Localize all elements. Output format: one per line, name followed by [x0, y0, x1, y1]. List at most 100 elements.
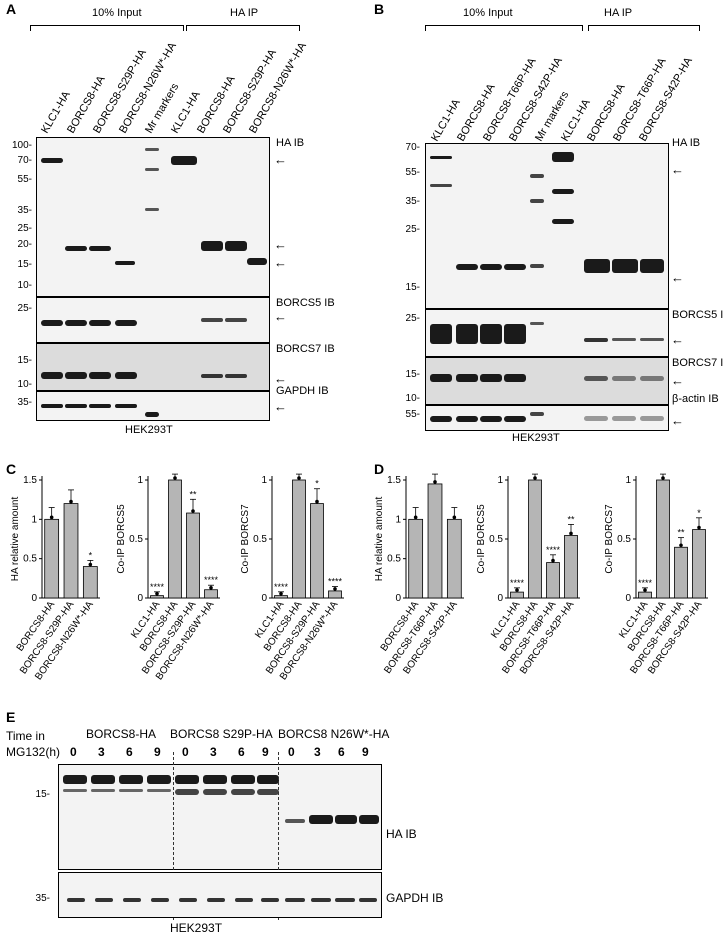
- panel-a-gapdh-ib-label: GAPDH IB: [276, 385, 329, 397]
- bar: [528, 479, 542, 599]
- panel-b-ip-label: HA IP: [604, 7, 633, 19]
- mw-marker: 100-: [11, 140, 32, 151]
- significance-label: ****: [546, 545, 561, 555]
- time-point-label: 6: [338, 745, 345, 759]
- data-point: [69, 499, 73, 504]
- data-point: [155, 591, 159, 596]
- mw-marker: 35-: [405, 196, 420, 207]
- y-tick-label: 0.5: [617, 534, 631, 545]
- data-point: [697, 525, 701, 530]
- panel-e-ha-ib-label: HA IB: [386, 827, 417, 841]
- y-tick-label: 0.5: [387, 554, 401, 565]
- data-point: [88, 562, 93, 567]
- bar: [186, 512, 200, 599]
- data-point: [315, 499, 319, 504]
- y-tick-label: 1: [137, 475, 143, 486]
- time-point-label: 6: [238, 745, 245, 759]
- panel-b-cell-line: HEK293T: [512, 432, 560, 444]
- bar: [638, 591, 652, 599]
- y-axis-label: HA relative amount: [374, 497, 385, 582]
- significance-label: ****: [328, 577, 343, 587]
- arrow-icon: ←: [274, 152, 287, 167]
- panel-b-input-bracket: [425, 25, 583, 31]
- bar: [656, 479, 670, 599]
- bar: [274, 595, 288, 599]
- panel-cd-bar-charts: 00.511.5HA relative amountBORCS8-HABORCS…: [10, 473, 708, 682]
- panel-e-group-s29p: BORCS8 S29P-HA: [170, 727, 273, 741]
- mw-marker: 10-: [17, 379, 32, 390]
- mw-marker: 10-: [17, 280, 32, 291]
- bar: [150, 595, 164, 599]
- y-axis-label: Co-IP BORCS5: [116, 504, 127, 574]
- bar: [82, 566, 98, 599]
- panel-e-mg132-label: MG132(h): [6, 745, 61, 759]
- mw-marker: 20-: [17, 239, 32, 250]
- bar: [310, 503, 324, 599]
- data-point: [413, 515, 418, 520]
- panel-b-input-label: 10% Input: [463, 7, 513, 19]
- panel-b-borcs5-ib-label: BORCS5 IB: [672, 309, 724, 321]
- arrow-icon: ←: [274, 255, 287, 270]
- arrow-icon: ←: [671, 413, 684, 428]
- panel-e-time-label: Time in: [6, 729, 45, 743]
- significance-label: **: [567, 514, 575, 524]
- data-point: [569, 531, 573, 536]
- arrow-icon: ←: [671, 162, 684, 177]
- significance-label: ****: [510, 578, 525, 588]
- arrow-icon: ←: [274, 399, 287, 414]
- data-point: [333, 587, 337, 591]
- y-tick-label: 0: [625, 593, 631, 604]
- arrow-icon: ←: [671, 270, 684, 285]
- y-tick-label: 0: [261, 593, 267, 604]
- mw-marker: 70-: [17, 155, 32, 166]
- data-point: [452, 515, 457, 520]
- significance-label: *: [697, 508, 701, 518]
- mw-marker: 25-: [17, 303, 32, 314]
- y-tick-label: 1.5: [23, 475, 37, 486]
- y-axis-label: Co-IP BORCS7: [604, 504, 615, 574]
- arrow-icon: ←: [274, 371, 287, 386]
- data-point: [679, 543, 683, 548]
- bar: [408, 518, 424, 599]
- significance-label: *: [315, 479, 319, 489]
- bar: [292, 479, 306, 599]
- panel-b-borcs7-ib-label: BORCS7 IB: [672, 357, 724, 369]
- significance-label: **: [677, 528, 685, 538]
- data-point: [661, 476, 665, 480]
- panel-b-ha-ib-label: HA IB: [672, 137, 701, 149]
- y-tick-label: 0.5: [253, 534, 267, 545]
- data-point: [433, 480, 437, 484]
- panel-letter-c: C: [6, 461, 17, 477]
- panel-a-ha-ib-label: HA IB: [276, 137, 305, 149]
- panel-letter-d: D: [374, 461, 385, 477]
- y-tick-label: 0.5: [23, 554, 37, 565]
- significance-label: ****: [638, 578, 653, 588]
- y-tick-label: 1: [261, 475, 267, 486]
- bar: [674, 546, 688, 599]
- mw-marker: 15-: [405, 369, 420, 380]
- bar: [427, 483, 443, 599]
- data-point: [279, 591, 283, 596]
- panel-e-gapdh-blot: [58, 872, 382, 918]
- significance-label: ****: [274, 582, 289, 592]
- time-point-label: 3: [210, 745, 217, 759]
- y-axis-label: HA relative amount: [10, 497, 21, 582]
- panel-b-ip-bracket: [588, 25, 700, 31]
- bar: [204, 589, 218, 599]
- panel-e-group-wt: BORCS8-HA: [86, 727, 157, 741]
- time-point-label: 9: [154, 745, 161, 759]
- panel-e-cell-line: HEK293T: [170, 921, 223, 935]
- bar: [328, 590, 342, 599]
- data-point: [209, 585, 213, 590]
- panel-a-borcs7-blot: [36, 343, 270, 391]
- arrow-icon: ←: [274, 309, 287, 324]
- arrow-icon: ←: [274, 237, 287, 252]
- y-tick-label: 0.5: [129, 534, 143, 545]
- significance-label: *: [89, 550, 93, 560]
- bar: [692, 529, 706, 599]
- bar: [546, 562, 560, 599]
- data-point: [191, 509, 195, 513]
- panel-a-ip-label: HA IP: [230, 7, 259, 19]
- panel-letter-b: B: [374, 1, 385, 17]
- bar: [564, 535, 578, 599]
